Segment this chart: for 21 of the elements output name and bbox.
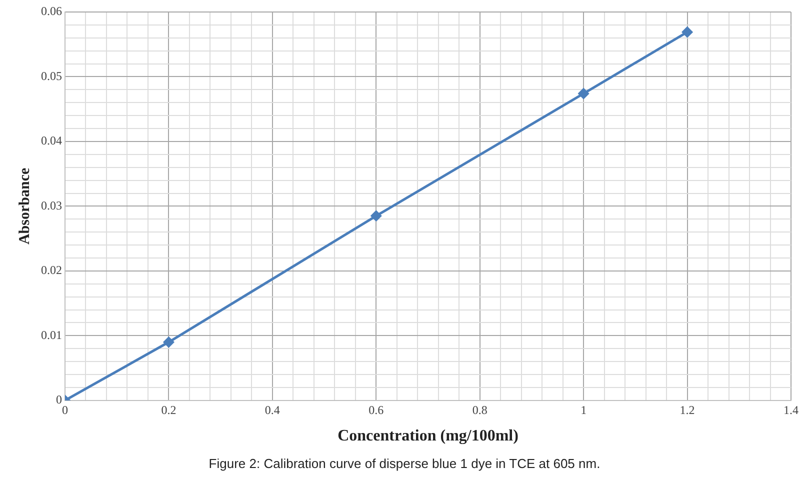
point [578, 88, 589, 99]
x-tick-label: 0.8 [472, 402, 488, 417]
y-axis-title: Absorbance [16, 168, 33, 245]
y-tick-label: 0.04 [41, 134, 62, 148]
x-tick-label: 0.2 [161, 402, 176, 417]
y-tick-label: 0.06 [41, 4, 62, 18]
y-tick-label: 0.05 [41, 68, 62, 83]
point [682, 26, 693, 38]
point [370, 210, 382, 222]
x-tick-label: 1.4 [784, 402, 798, 417]
caption: Figure 2: Calibration curve of disperse blue 1 dye in TCE at 605 nm. [208, 456, 602, 471]
point [163, 336, 174, 348]
x-tick-label: 1.2 [680, 402, 695, 417]
x-tick-label: 1 [580, 402, 587, 417]
y-tick-label: 0.02 [41, 263, 62, 278]
x-tick-label: 0.4 [264, 402, 280, 417]
x-axis-title: Concentration (mg/100ml) [338, 428, 518, 445]
y-tick-label: 0 [56, 392, 62, 407]
x-tick-label: 0.6 [368, 402, 384, 417]
y-tick-label: 0.01 [41, 328, 62, 342]
y-tick-label: 0.03 [41, 198, 62, 212]
